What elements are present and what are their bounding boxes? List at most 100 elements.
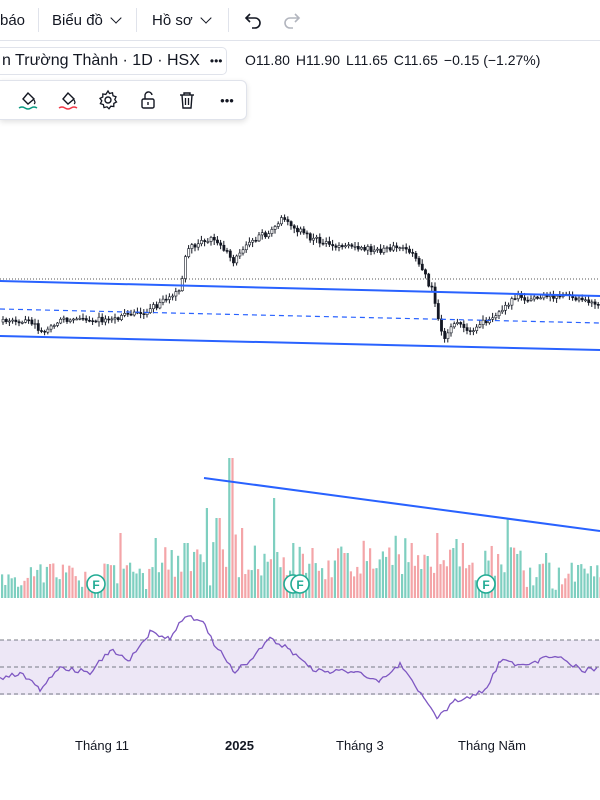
profile-menu[interactable]: Hồ sơ — [152, 0, 212, 40]
volume-bar — [148, 568, 151, 598]
candle — [312, 233, 315, 245]
candle — [459, 321, 463, 328]
candle — [424, 268, 427, 279]
candle — [238, 249, 242, 259]
divider — [38, 8, 39, 32]
volume-bar — [106, 564, 109, 598]
volume-bar — [180, 571, 183, 598]
fill-bucket-red-icon — [58, 91, 78, 110]
rsi-line — [0, 615, 598, 720]
volume-bar — [458, 566, 461, 598]
chart-canvas[interactable]: F F F — [0, 120, 600, 730]
fill-color-button[interactable] — [54, 86, 82, 114]
candle — [395, 242, 399, 252]
divider — [228, 8, 229, 32]
volume-bar — [65, 572, 68, 598]
candle — [145, 308, 149, 318]
candle — [200, 235, 203, 247]
volume-bar — [52, 563, 55, 598]
volume-bar — [314, 563, 317, 598]
volume-trend-line[interactable] — [203, 477, 600, 532]
candle — [225, 247, 229, 254]
candle — [49, 324, 53, 333]
volume-bar — [583, 568, 586, 598]
candle — [507, 302, 511, 309]
volume-bar — [442, 560, 445, 598]
volume-bar — [311, 548, 314, 598]
volume-bar — [586, 573, 589, 598]
candle — [116, 316, 120, 322]
volume-bar — [359, 573, 362, 598]
channel-upper-line[interactable] — [0, 280, 600, 297]
volume-bar — [257, 569, 260, 598]
volume-bar — [500, 564, 503, 598]
candle — [504, 301, 507, 315]
candle — [283, 214, 287, 222]
candle — [203, 238, 207, 247]
candle — [174, 287, 178, 301]
candle — [299, 226, 303, 235]
candle — [420, 259, 424, 271]
candle — [302, 226, 306, 235]
settings-button[interactable] — [94, 86, 122, 114]
candle — [241, 246, 245, 256]
volume-bar — [420, 569, 423, 598]
candle — [372, 245, 376, 255]
more-button[interactable]: ••• — [213, 86, 241, 114]
x-axis-label: Tháng Năm — [458, 738, 526, 753]
candle — [510, 296, 514, 310]
candle — [392, 241, 395, 252]
symbol-legend[interactable]: n Trường Thành · 1D · HSX ••• — [0, 47, 227, 75]
volume-bar — [333, 560, 336, 598]
candle — [379, 244, 383, 255]
candle — [340, 243, 344, 250]
volume-bar — [343, 553, 346, 598]
volume-bar — [455, 539, 458, 598]
x-axis-label: Tháng 11 — [75, 738, 129, 753]
candle — [33, 318, 37, 329]
channel-middle-line[interactable] — [0, 308, 600, 324]
candle — [187, 245, 191, 259]
event-marker[interactable]: F — [283, 574, 310, 594]
event-marker-label: F — [482, 578, 489, 592]
candle — [414, 250, 418, 262]
volume-bar — [423, 554, 426, 598]
candle — [276, 221, 280, 230]
line-color-button[interactable] — [14, 86, 42, 114]
candle — [449, 323, 453, 337]
candle — [526, 296, 530, 303]
channel-lower-line[interactable] — [0, 335, 600, 351]
volume-bar — [33, 576, 36, 598]
volume-bar — [474, 580, 477, 598]
volume-bar — [29, 567, 32, 598]
volume-bar — [116, 583, 119, 598]
volume-bar — [1, 574, 4, 598]
volume-bar — [452, 548, 455, 598]
candle — [404, 243, 408, 254]
volume-bar — [346, 553, 349, 598]
volume-bar — [497, 554, 500, 598]
volume-bar — [45, 566, 48, 598]
symbol-more-button[interactable]: ••• — [209, 54, 223, 68]
candle — [155, 301, 159, 311]
candle — [305, 230, 309, 239]
candle — [577, 295, 581, 303]
candle — [347, 242, 351, 249]
candle — [292, 224, 296, 234]
redo-button[interactable] — [282, 0, 302, 40]
event-marker[interactable]: F — [476, 574, 496, 594]
volume-bar — [177, 555, 180, 598]
volume-bar — [276, 552, 279, 598]
alerts-menu-partial[interactable]: báo — [0, 0, 25, 40]
volume-bar — [145, 589, 148, 598]
volume-bar — [26, 577, 29, 598]
volume-bar — [573, 581, 576, 598]
lock-button[interactable] — [134, 86, 162, 114]
event-marker[interactable]: F — [86, 574, 106, 594]
candle — [497, 309, 501, 320]
candle — [296, 225, 299, 237]
delete-button[interactable] — [173, 86, 201, 114]
chart-menu[interactable]: Biểu đồ — [52, 0, 122, 40]
undo-button[interactable] — [243, 0, 263, 40]
candle — [590, 299, 594, 307]
